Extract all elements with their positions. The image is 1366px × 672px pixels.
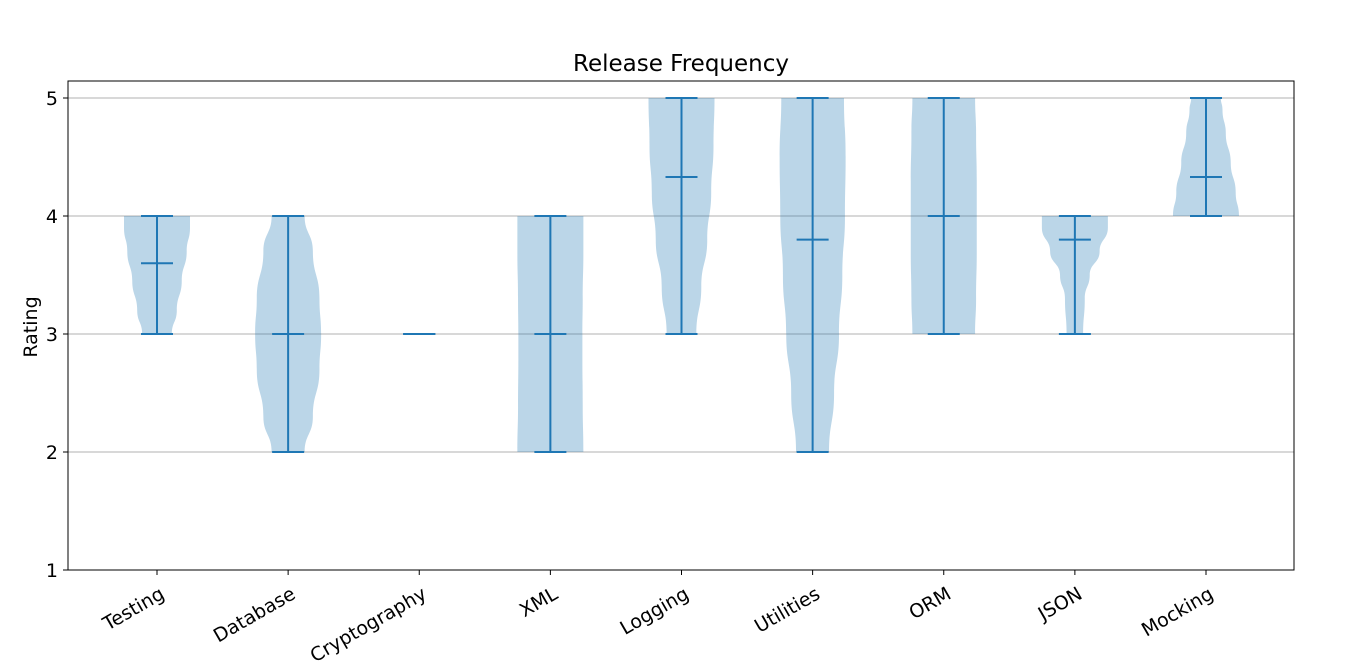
violin-utilities bbox=[779, 97, 846, 453]
chart-title: Release Frequency bbox=[573, 51, 789, 77]
x-tick-label-orm: ORM bbox=[905, 583, 955, 624]
violin-mocking bbox=[1173, 97, 1239, 217]
x-tick-label-xml: XML bbox=[516, 583, 562, 622]
violin-logging bbox=[648, 97, 715, 335]
x-tick-label-database: Database bbox=[210, 583, 300, 647]
y-tick-label-3: 3 bbox=[46, 324, 58, 346]
y-tick-label-1: 1 bbox=[46, 560, 58, 582]
x-axis-ticks: Testing Database Cryptography XML Logging Uti… bbox=[98, 570, 1217, 667]
violins bbox=[124, 97, 1239, 453]
violin-orm bbox=[910, 97, 977, 335]
x-tick-label-mocking: Mocking bbox=[1138, 583, 1217, 641]
y-tick-label-5: 5 bbox=[46, 88, 58, 110]
y-axis-ticks: 1 2 3 4 5 bbox=[46, 88, 68, 582]
y-tick-label-2: 2 bbox=[46, 442, 58, 464]
x-tick-label-json: JSON bbox=[1034, 583, 1086, 626]
x-tick-label-logging: Logging bbox=[616, 583, 692, 640]
x-tick-label-utilities: Utilities bbox=[751, 583, 824, 638]
violin-testing bbox=[124, 215, 190, 335]
y-tick-label-4: 4 bbox=[46, 206, 58, 228]
violin-json bbox=[1041, 215, 1108, 335]
x-tick-label-cryptography: Cryptography bbox=[307, 583, 431, 667]
x-tick-label-testing: Testing bbox=[98, 583, 168, 636]
y-axis-label: Rating bbox=[20, 296, 42, 357]
violin-xml bbox=[517, 215, 584, 453]
violin-database bbox=[255, 215, 322, 453]
